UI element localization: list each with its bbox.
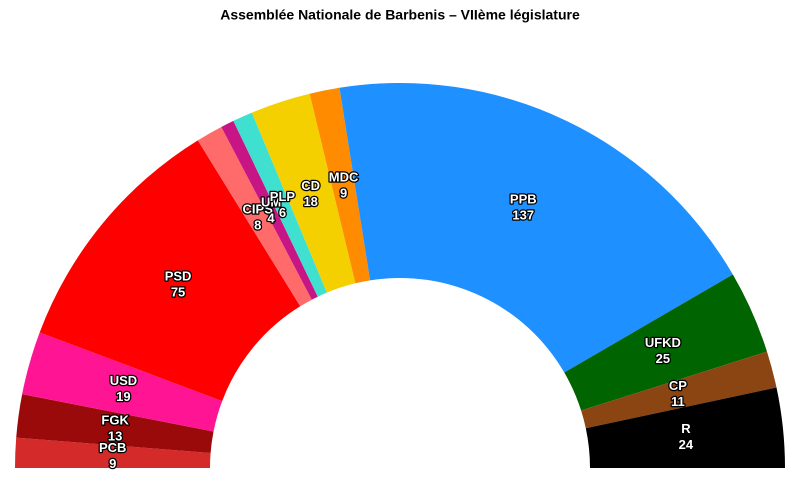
seat-segment xyxy=(233,112,327,297)
party-label: PPB xyxy=(510,192,537,207)
party-label: CP xyxy=(669,378,687,393)
seat-count: 6 xyxy=(279,205,286,220)
seat-count: 11 xyxy=(671,394,685,409)
party-label: CIPS xyxy=(243,202,274,217)
seat-segment xyxy=(221,120,318,300)
seat-segment xyxy=(15,437,211,468)
seat-segment xyxy=(339,83,733,373)
seat-segment xyxy=(251,93,356,293)
seat-count: 8 xyxy=(254,218,261,233)
party-label: R xyxy=(681,421,691,436)
seat-count: 18 xyxy=(303,194,317,209)
party-label: PSD xyxy=(165,269,192,284)
seat-segment xyxy=(16,394,214,454)
party-label: CD xyxy=(301,178,320,193)
seat-segment xyxy=(197,126,312,307)
seat-count: 4 xyxy=(267,210,275,225)
seat-segment xyxy=(564,274,767,411)
seat-count: 19 xyxy=(116,389,130,404)
seat-count: 137 xyxy=(512,208,534,223)
seat-count: 9 xyxy=(340,186,347,201)
party-label: USD xyxy=(110,373,137,388)
seat-count: 13 xyxy=(108,428,122,443)
seat-segment xyxy=(585,387,785,468)
party-label: UM xyxy=(261,194,281,209)
seat-segment xyxy=(581,351,777,429)
seat-segment xyxy=(309,87,371,284)
seat-count: 24 xyxy=(679,437,694,452)
party-label: PCB xyxy=(99,440,126,455)
party-label: MDC xyxy=(329,170,359,185)
seat-count: 25 xyxy=(656,351,670,366)
seat-count: 75 xyxy=(171,285,185,300)
party-label: UFKD xyxy=(645,335,681,350)
chart-title: Assemblée Nationale de Barbenis – VIIème… xyxy=(220,7,580,23)
party-label: FGK xyxy=(101,412,129,427)
seat-count: 9 xyxy=(109,456,116,471)
seat-segment xyxy=(22,332,223,432)
party-label: PLP xyxy=(270,189,296,204)
seat-segment xyxy=(39,140,301,402)
